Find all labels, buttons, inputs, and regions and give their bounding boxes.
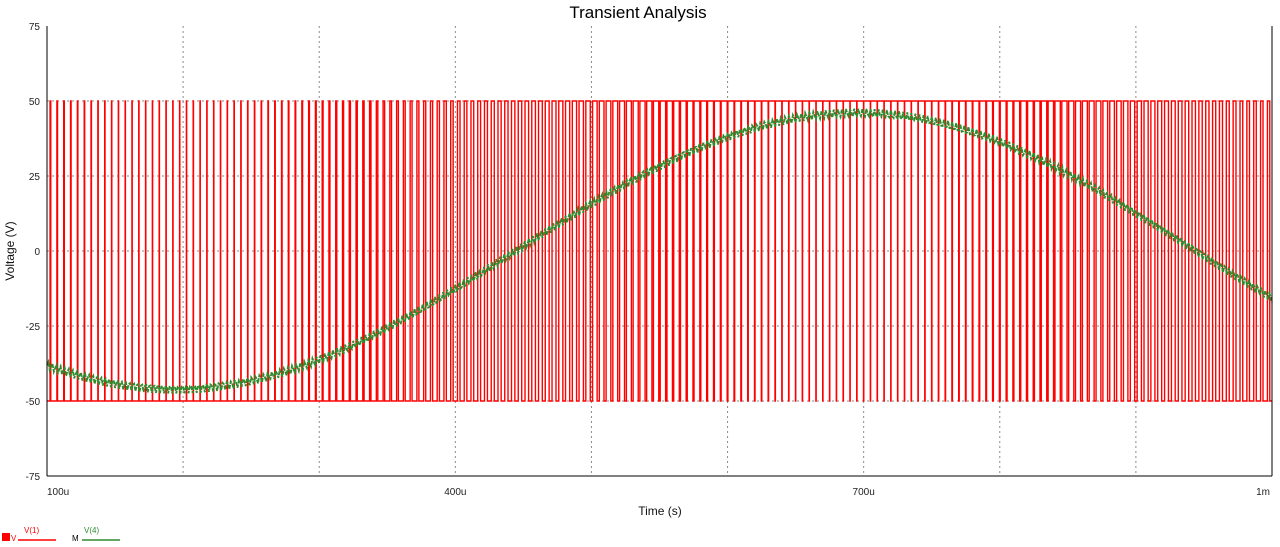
- x-axis-ticks: 100u 400u 700u 1m: [47, 487, 1270, 498]
- y-tick-label: -75: [26, 472, 41, 483]
- x-tick-label: 700u: [853, 487, 875, 498]
- legend-v1-label: V(1): [24, 526, 39, 535]
- y-tick-label: -25: [26, 322, 41, 333]
- y-axis-ticks: 75 50 25 0 -25 -50 -75: [26, 22, 41, 483]
- legend-item-v1[interactable]: V V(1): [2, 526, 56, 543]
- v4-sine-line: [46, 108, 1273, 394]
- y-tick-label: -50: [26, 397, 41, 408]
- y-tick-label: 0: [34, 247, 40, 258]
- y-tick-label: 50: [29, 97, 41, 108]
- y-tick-label: 75: [29, 22, 41, 33]
- legend-v1-marker-box: [2, 533, 10, 541]
- x-tick-label: 400u: [444, 487, 466, 498]
- x-tick-label: 1m: [1256, 487, 1270, 498]
- x-tick-label: 100u: [47, 487, 69, 498]
- v4-trace: [46, 108, 1273, 394]
- x-axis-label: Time (s): [638, 504, 682, 518]
- v1-pwm-line: [47, 100, 1272, 402]
- legend-v4-label: V(4): [84, 526, 99, 535]
- y-tick-label: 25: [29, 172, 41, 183]
- legend: V V(1) M V(4): [2, 526, 120, 543]
- legend-item-v4[interactable]: M V(4): [72, 526, 120, 543]
- y-axis-label: Voltage (V): [3, 221, 17, 280]
- legend-v4-marker: M: [72, 534, 79, 543]
- legend-v1-marker: V: [11, 534, 17, 543]
- v1-trace: [47, 100, 1272, 402]
- chart-title: Transient Analysis: [569, 3, 706, 22]
